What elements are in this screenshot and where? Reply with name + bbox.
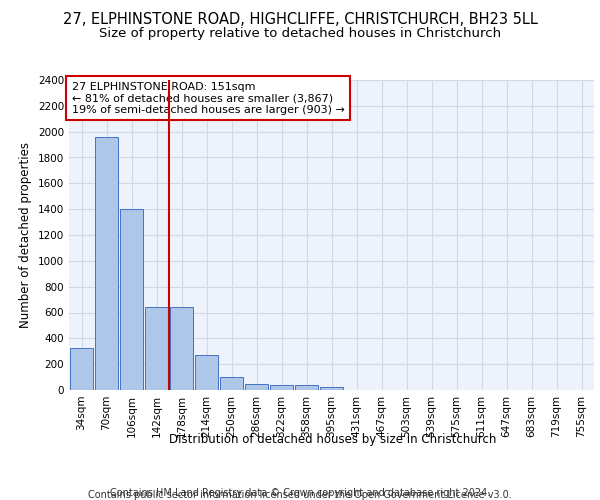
Bar	[295, 385, 319, 390]
Bar	[245, 384, 268, 390]
Text: Size of property relative to detached houses in Christchurch: Size of property relative to detached ho…	[99, 28, 501, 40]
Bar	[95, 137, 118, 390]
Text: 27, ELPHINSTONE ROAD, HIGHCLIFFE, CHRISTCHURCH, BH23 5LL: 27, ELPHINSTONE ROAD, HIGHCLIFFE, CHRIST…	[62, 12, 538, 28]
Text: Contains public sector information licensed under the Open Government Licence v3: Contains public sector information licen…	[88, 490, 512, 500]
Y-axis label: Number of detached properties: Number of detached properties	[19, 142, 32, 328]
Bar	[194, 355, 218, 390]
Bar	[70, 348, 94, 390]
Bar	[119, 209, 143, 390]
Bar	[145, 308, 169, 390]
Bar	[269, 385, 293, 390]
Bar	[320, 387, 343, 390]
Bar	[170, 308, 193, 390]
Bar	[220, 377, 244, 390]
Text: Distribution of detached houses by size in Christchurch: Distribution of detached houses by size …	[169, 432, 497, 446]
Text: 27 ELPHINSTONE ROAD: 151sqm
← 81% of detached houses are smaller (3,867)
19% of : 27 ELPHINSTONE ROAD: 151sqm ← 81% of det…	[71, 82, 344, 115]
Text: Contains HM Land Registry data © Crown copyright and database right 2024.: Contains HM Land Registry data © Crown c…	[110, 488, 490, 498]
